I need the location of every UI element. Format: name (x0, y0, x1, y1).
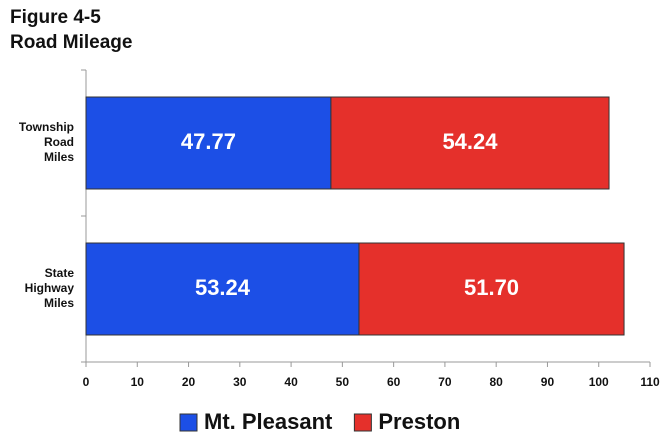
x-tick-label: 100 (589, 375, 609, 389)
x-tick-label: 70 (438, 375, 452, 389)
data-label: 51.70 (464, 275, 519, 300)
data-label: 53.24 (195, 275, 251, 300)
legend-swatch (179, 413, 198, 432)
category-label-line: Highway (25, 281, 75, 295)
x-tick-label: 10 (131, 375, 145, 389)
category-label: Township Road Miles (19, 120, 74, 164)
legend-label: Preston (378, 409, 460, 434)
x-tick-label: 20 (182, 375, 196, 389)
x-tick-label: 110 (640, 375, 660, 389)
x-tick-label: 50 (336, 375, 350, 389)
legend-swatch (353, 413, 372, 432)
x-tick-label: 30 (233, 375, 247, 389)
bar (358, 242, 625, 336)
chart-title: Road Mileage (10, 32, 132, 53)
data-label: 47.77 (181, 129, 236, 154)
category-label-line: Road (44, 135, 74, 149)
bar (330, 96, 610, 190)
data-label: 54.24 (442, 129, 498, 154)
category-label-line: Township (19, 120, 74, 134)
x-tick-label: 40 (284, 375, 298, 389)
chart-title: Figure 4-5 (10, 7, 101, 28)
x-tick-label: 60 (387, 375, 401, 389)
bar (85, 96, 332, 190)
x-tick-label: 90 (541, 375, 555, 389)
category-label-line: Miles (44, 296, 74, 310)
category-label-line: State (45, 266, 75, 280)
bar (85, 242, 360, 336)
legend-label: Mt. Pleasant (204, 409, 333, 434)
category-label: State Highway Miles (25, 266, 75, 310)
x-tick-label: 80 (490, 375, 504, 389)
category-label-line: Miles (44, 150, 74, 164)
x-tick-label: 0 (83, 375, 90, 389)
